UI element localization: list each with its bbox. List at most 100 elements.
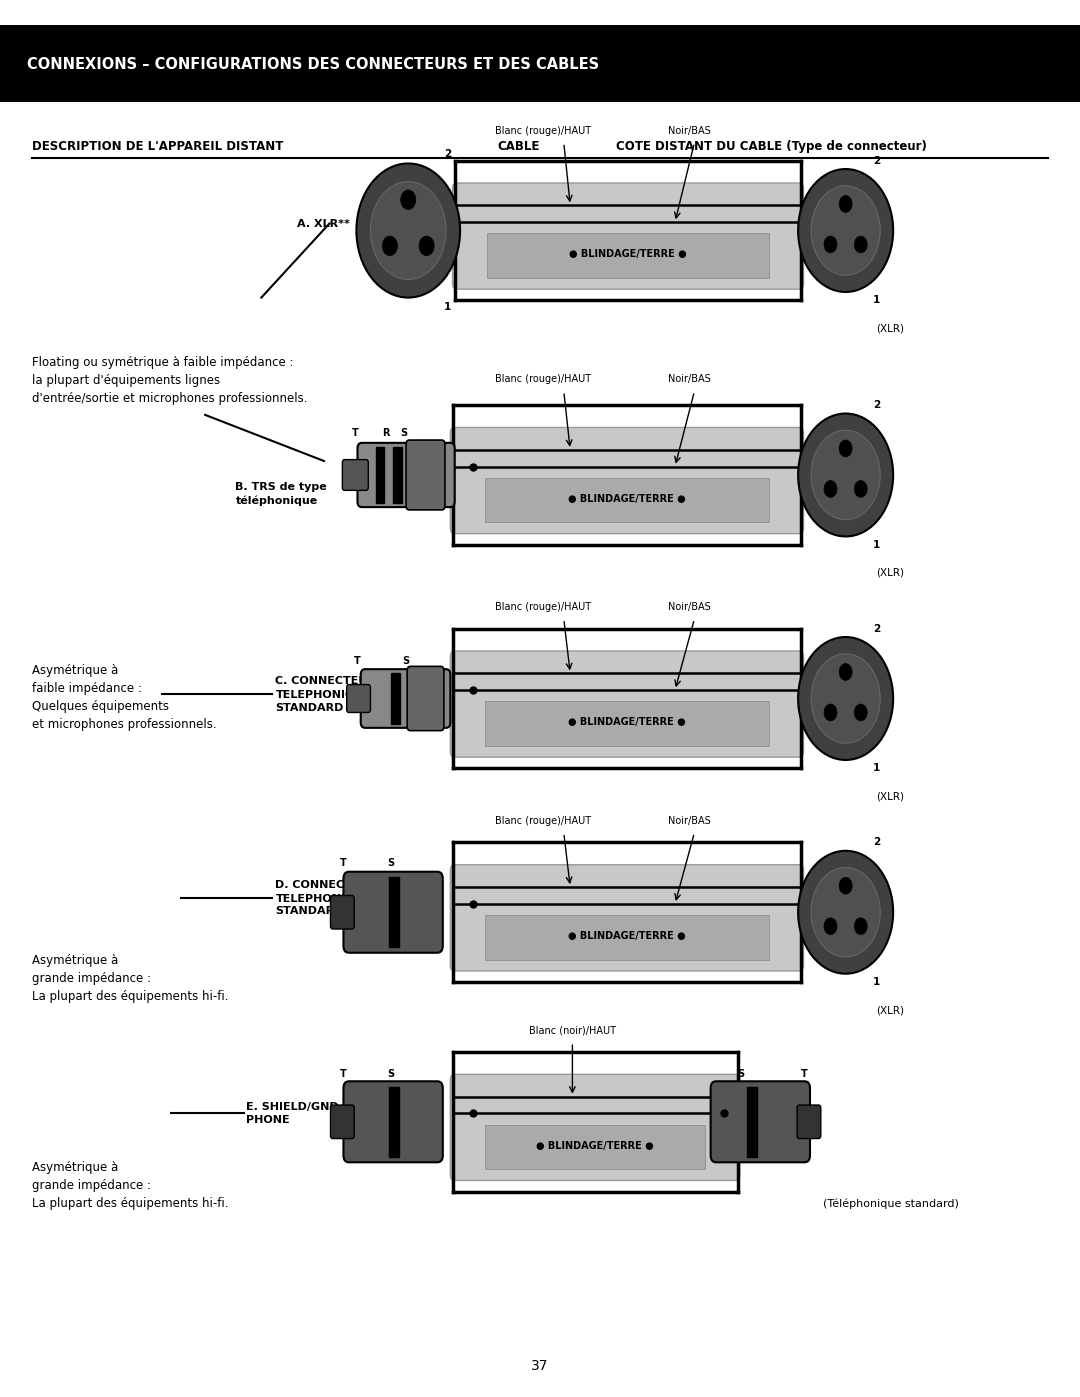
Text: 3: 3 [876, 693, 883, 704]
Text: (Téléphonique standard): (Téléphonique standard) [823, 1199, 959, 1210]
Bar [389, 877, 399, 947]
Text: CABLE: CABLE [497, 140, 540, 154]
FancyBboxPatch shape [330, 895, 354, 929]
Bar [391, 673, 400, 724]
Text: COTE DISTANT DU CABLE (Type de connecteur): COTE DISTANT DU CABLE (Type de connecteu… [616, 140, 927, 154]
Text: Noir/BAS: Noir/BAS [667, 126, 711, 136]
Text: 2: 2 [444, 148, 451, 159]
Text: ● BLINDAGE/TERRE ●: ● BLINDAGE/TERRE ● [568, 493, 686, 504]
Circle shape [854, 481, 867, 497]
FancyBboxPatch shape [485, 915, 769, 960]
Text: DESCRIPTION DE L'APPAREIL DISTANT: DESCRIPTION DE L'APPAREIL DISTANT [32, 140, 284, 154]
Text: (XLR): (XLR) [876, 567, 904, 578]
Text: Blanc (rouge)/HAUT: Blanc (rouge)/HAUT [495, 602, 592, 612]
Circle shape [854, 704, 867, 721]
Text: ● BLINDAGE/TERRE ●: ● BLINDAGE/TERRE ● [568, 717, 686, 728]
Circle shape [854, 918, 867, 935]
Circle shape [824, 481, 837, 497]
Text: T: T [340, 858, 347, 868]
Bar [389, 1087, 399, 1157]
Text: 2: 2 [873, 837, 880, 848]
Circle shape [854, 236, 867, 253]
Circle shape [811, 654, 880, 743]
Circle shape [798, 414, 893, 536]
Text: 3: 3 [876, 469, 883, 481]
Text: 1: 1 [873, 295, 880, 306]
FancyBboxPatch shape [342, 460, 368, 490]
Text: Noir/BAS: Noir/BAS [667, 602, 711, 612]
Text: ● BLINDAGE/TERRE ●: ● BLINDAGE/TERRE ● [569, 249, 687, 260]
Text: Noir/BAS: Noir/BAS [667, 816, 711, 826]
Text: (XLR): (XLR) [876, 1004, 904, 1016]
Text: T: T [801, 1069, 808, 1078]
Text: (XLR): (XLR) [876, 791, 904, 802]
Circle shape [824, 236, 837, 253]
Text: Asymétrique à
grande impédance :
La plupart des équipements hi-fi.: Asymétrique à grande impédance : La plup… [32, 954, 229, 1003]
Text: Blanc (rouge)/HAUT: Blanc (rouge)/HAUT [495, 816, 592, 826]
Text: T: T [340, 1069, 347, 1078]
Text: 2: 2 [873, 155, 880, 166]
Text: Blanc (rouge)/HAUT: Blanc (rouge)/HAUT [495, 126, 592, 136]
Text: Asymétrique à
faible impédance :
Quelques équipements
et microphones professionn: Asymétrique à faible impédance : Quelque… [32, 664, 217, 731]
FancyBboxPatch shape [485, 701, 769, 746]
Text: Asymétrique à
grande impédance :
La plupart des équipements hi-fi.: Asymétrique à grande impédance : La plup… [32, 1161, 229, 1210]
Circle shape [811, 430, 880, 520]
FancyBboxPatch shape [347, 685, 370, 712]
FancyBboxPatch shape [797, 1105, 821, 1139]
Circle shape [839, 877, 852, 894]
Circle shape [382, 236, 397, 256]
Text: T: T [354, 655, 361, 665]
FancyBboxPatch shape [450, 865, 804, 971]
Circle shape [824, 704, 837, 721]
Text: Blanc (rouge)/HAUT: Blanc (rouge)/HAUT [495, 374, 592, 384]
Text: Blanc (noir)/HAUT: Blanc (noir)/HAUT [529, 1025, 616, 1035]
Text: 1: 1 [873, 977, 880, 988]
FancyBboxPatch shape [407, 666, 444, 731]
Text: B. TRS de type
téléphonique: B. TRS de type téléphonique [235, 482, 327, 506]
FancyBboxPatch shape [450, 427, 804, 534]
FancyBboxPatch shape [485, 478, 769, 522]
FancyBboxPatch shape [330, 1105, 354, 1139]
Text: S: S [401, 427, 407, 437]
FancyBboxPatch shape [485, 1125, 705, 1169]
Circle shape [798, 169, 893, 292]
Circle shape [839, 196, 852, 212]
Text: A. XLR**: A. XLR** [297, 218, 350, 229]
Text: 3: 3 [876, 225, 883, 236]
Text: 1: 1 [873, 539, 880, 550]
Text: S: S [388, 858, 394, 868]
FancyBboxPatch shape [711, 1081, 810, 1162]
Text: S: S [388, 1069, 394, 1078]
Text: 3: 3 [876, 907, 883, 918]
FancyBboxPatch shape [343, 872, 443, 953]
Text: 37: 37 [531, 1359, 549, 1373]
Circle shape [401, 190, 416, 210]
Text: ● BLINDAGE/TERRE ●: ● BLINDAGE/TERRE ● [537, 1140, 653, 1151]
FancyBboxPatch shape [361, 669, 450, 728]
Bar [747, 1087, 757, 1157]
Bar [376, 447, 384, 503]
Text: 1: 1 [444, 302, 451, 313]
FancyBboxPatch shape [343, 1081, 443, 1162]
FancyBboxPatch shape [450, 651, 804, 757]
FancyBboxPatch shape [0, 25, 1080, 102]
Circle shape [370, 182, 446, 279]
Text: T: T [352, 427, 359, 437]
Text: Floating ou symétrique à faible impédance :
la plupart d'équipements lignes
d'en: Floating ou symétrique à faible impédanc… [32, 356, 308, 405]
Bar [393, 447, 402, 503]
FancyBboxPatch shape [487, 233, 769, 278]
Text: ● BLINDAGE/TERRE ●: ● BLINDAGE/TERRE ● [568, 930, 686, 942]
Text: 1: 1 [873, 763, 880, 774]
Circle shape [811, 186, 880, 275]
Text: S: S [738, 1069, 744, 1078]
Text: Noir/BAS: Noir/BAS [667, 374, 711, 384]
Text: D. CONNECTEUR
TELEPHONIQUE
STANDARD: D. CONNECTEUR TELEPHONIQUE STANDARD [275, 880, 377, 916]
Circle shape [798, 637, 893, 760]
Text: E. SHIELD/GND
PHONE: E. SHIELD/GND PHONE [246, 1102, 339, 1125]
Circle shape [839, 664, 852, 680]
Circle shape [824, 918, 837, 935]
Text: 3: 3 [441, 225, 448, 236]
Text: 2: 2 [873, 400, 880, 411]
FancyBboxPatch shape [453, 183, 804, 289]
Text: R: R [382, 427, 389, 437]
